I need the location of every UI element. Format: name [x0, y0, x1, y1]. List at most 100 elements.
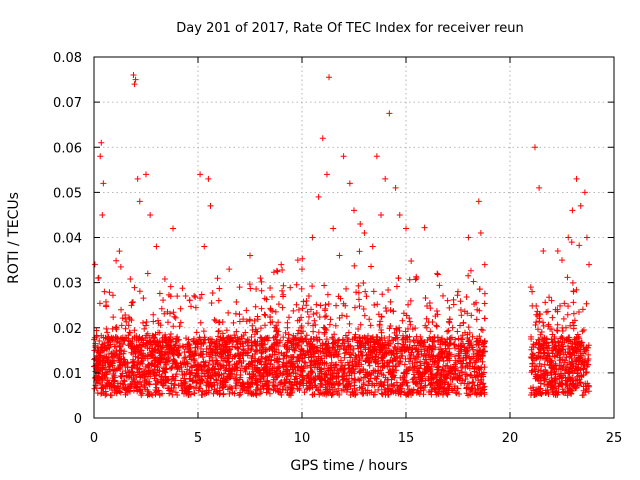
data-point: [225, 355, 232, 362]
data-point: [109, 292, 116, 299]
data-point: [431, 334, 438, 341]
data-point: [452, 389, 459, 396]
data-point: [176, 323, 183, 330]
data-point: [548, 365, 555, 372]
data-point: [477, 337, 484, 344]
data-point: [399, 317, 406, 324]
data-point: [458, 369, 465, 376]
data-point: [533, 319, 540, 326]
data-point: [565, 234, 572, 241]
data-point: [219, 384, 226, 391]
data-point: [102, 353, 109, 360]
data-point: [468, 312, 475, 319]
data-point: [198, 376, 205, 383]
data-point: [373, 338, 380, 345]
data-point: [378, 346, 385, 353]
data-point: [173, 359, 180, 366]
data-point: [422, 294, 429, 301]
data-point: [270, 387, 277, 394]
data-point: [220, 337, 227, 344]
data-point: [391, 343, 398, 350]
data-point: [93, 372, 100, 379]
data-point: [345, 329, 352, 336]
data-point: [289, 353, 296, 360]
data-point: [474, 350, 481, 357]
data-point: [188, 363, 195, 370]
data-point: [93, 352, 100, 359]
data-point: [151, 337, 158, 344]
data-point: [231, 353, 238, 360]
data-point: [301, 358, 308, 365]
data-point: [357, 220, 364, 227]
data-point: [352, 335, 359, 342]
data-point: [571, 339, 578, 346]
data-point: [182, 293, 189, 300]
data-point: [346, 372, 353, 379]
data-point: [146, 391, 153, 398]
data-point: [452, 357, 459, 364]
data-point: [360, 279, 367, 286]
data-point: [94, 357, 101, 364]
data-point: [474, 306, 481, 313]
data-point: [460, 354, 467, 361]
data-point: [564, 311, 571, 318]
data-point: [563, 381, 570, 388]
data-point: [145, 368, 152, 375]
data-point: [565, 343, 572, 350]
data-point: [423, 324, 430, 331]
data-point: [258, 389, 265, 396]
data-point: [481, 290, 488, 297]
data-point: [136, 198, 143, 205]
data-point: [313, 309, 320, 316]
data-point: [373, 153, 380, 160]
data-point: [122, 334, 129, 341]
data-point: [225, 309, 232, 316]
data-point: [381, 379, 388, 386]
data-point: [558, 333, 565, 340]
data-point: [549, 314, 556, 321]
data-point: [578, 352, 585, 359]
data-point: [150, 311, 157, 318]
data-point: [442, 362, 449, 369]
data-point: [308, 306, 315, 313]
data-point: [193, 329, 200, 336]
data-point: [272, 308, 279, 315]
data-point: [298, 314, 305, 321]
data-point: [98, 390, 105, 397]
data-point: [140, 295, 147, 302]
data-point: [464, 334, 471, 341]
data-point: [554, 248, 561, 255]
data-point: [579, 306, 586, 313]
data-point: [481, 300, 488, 307]
data-point: [284, 373, 291, 380]
data-point: [287, 378, 294, 385]
data-point: [378, 335, 385, 342]
data-point: [197, 295, 204, 302]
data-point: [262, 381, 269, 388]
data-point: [463, 294, 470, 301]
data-point: [361, 312, 368, 319]
data-point: [257, 325, 264, 332]
data-point: [532, 321, 539, 328]
x-tick-label: 25: [606, 431, 623, 446]
data-point: [230, 319, 237, 326]
data-point: [288, 342, 295, 349]
data-point: [343, 376, 350, 383]
data-point: [336, 346, 343, 353]
data-point: [435, 363, 442, 370]
data-point: [537, 367, 544, 374]
data-point: [330, 335, 337, 342]
data-point: [432, 354, 439, 361]
data-point: [129, 344, 136, 351]
data-point: [296, 385, 303, 392]
data-point: [131, 81, 138, 88]
data-point: [346, 180, 353, 187]
data-point: [132, 353, 139, 360]
data-point: [233, 371, 240, 378]
data-point: [185, 349, 192, 356]
data-point: [226, 390, 233, 397]
data-point: [322, 301, 329, 308]
data-point: [333, 302, 340, 309]
data-point: [552, 370, 559, 377]
